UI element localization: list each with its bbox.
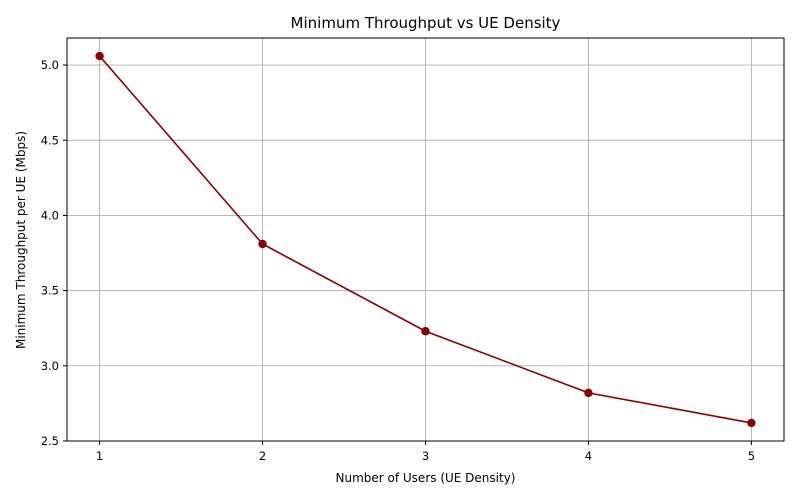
data-point: [584, 388, 593, 398]
grid-lines: [67, 38, 784, 442]
data-point: [421, 327, 430, 336]
y-tick-label: 4.0: [41, 208, 59, 222]
x-tick-label: 5: [748, 449, 755, 463]
data-point: [747, 418, 756, 428]
x-axis-ticks: 1 2 3 4 5: [96, 441, 755, 463]
data-point: [258, 239, 267, 249]
y-tick-label: 4.5: [41, 133, 59, 147]
x-tick-label: 1: [96, 449, 103, 463]
x-axis-label: Number of Users (UE Density): [336, 471, 516, 485]
data-series: [95, 51, 756, 428]
y-tick-label: 5.0: [41, 58, 59, 72]
chart-title: Minimum Throughput vs UE Density: [291, 14, 561, 32]
x-tick-label: 2: [259, 449, 266, 463]
y-tick-label: 2.5: [41, 434, 59, 448]
y-axis-ticks: 2.5 3.0 3.5 4.0 4.5 5.0: [41, 58, 67, 448]
x-tick-label: 3: [422, 449, 429, 463]
y-tick-label: 3.0: [41, 359, 59, 373]
data-point: [95, 51, 104, 61]
y-tick-label: 3.5: [41, 284, 59, 298]
y-axis-label: Minimum Throughput per UE (Mbps): [14, 131, 28, 349]
x-tick-label: 4: [585, 449, 592, 463]
